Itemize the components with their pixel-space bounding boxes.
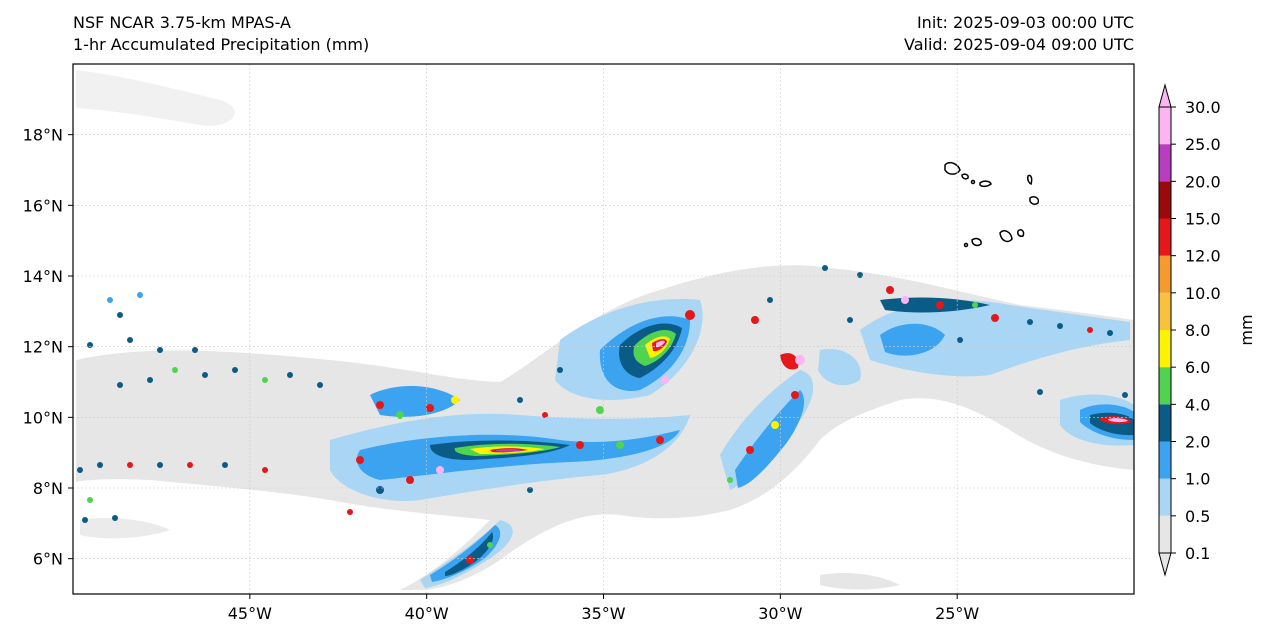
lon-tick-label: 45°W [228,604,272,623]
map-title: NSF NCAR 3.75-km MPAS-A 1-hr Accumulated… [73,12,369,56]
cape-verde-islands [944,162,1040,248]
lat-tick-label: 6°N [33,550,63,569]
lat-tick-label: 8°N [33,479,63,498]
precip-band-25 [496,340,1128,452]
lon-tick-label: 35°W [581,604,625,623]
lon-tick-label: 30°W [758,604,802,623]
field-title: 1-hr Accumulated Precipitation (mm) [73,35,370,54]
valid-time: Valid: 2025-09-04 09:00 UTC [903,35,1134,54]
colorbar-tick-label: 15.0 [1185,210,1221,229]
colorbar: 0.1 0.5 1.0 2.0 4.0 6.0 8.0 10.0 12.0 15.0 20.0 25.… [1158,83,1221,577]
colorbar-segment [1159,367,1171,405]
colorbar-extend-high [1158,83,1172,108]
lon-tick-label: 40°W [405,604,449,623]
colorbar-tick-label: 10.0 [1185,284,1221,303]
colorbar-segment [1159,441,1171,479]
colorbar-extend-low [1158,552,1172,577]
convective-cells [77,265,1128,564]
colorbar-segment [1159,330,1171,368]
lat-tick-label: 16°N [23,196,63,215]
colorbar-tick-label: 0.1 [1185,544,1210,563]
colorbar-tick-label: 30.0 [1185,98,1221,117]
colorbar-tick-label: 25.0 [1185,135,1221,154]
colorbar-segment [1159,515,1171,553]
colorbar-segment [1159,144,1171,182]
gridlines [73,64,1134,594]
colorbar-segment [1159,404,1171,442]
time-info: Init: 2025-09-03 00:00 UTC Valid: 2025-0… [720,12,1134,56]
colorbar-tick-label: 20.0 [1185,172,1221,191]
colorbar-tick-label: 8.0 [1185,321,1210,340]
colorbar-segment [1159,218,1171,256]
colorbar-tick-label: 0.5 [1185,507,1210,526]
colorbar-segment [1159,292,1171,330]
colorbar-segment [1159,107,1171,145]
latitude-axis: 6°N 8°N 10°N 12°N 14°N 16°N 18°N [23,126,73,569]
colorbar-tick-label: 2.0 [1185,433,1210,452]
init-time: Init: 2025-09-03 00:00 UTC [916,13,1134,32]
colorbar-tick-label: 6.0 [1185,358,1210,377]
colorbar-tick-label: 1.0 [1185,470,1210,489]
colorbar-segment [1159,478,1171,516]
colorbar-segment [1159,255,1171,293]
colorbar-segment [1159,181,1171,219]
longitude-axis: 45°W 40°W 35°W 30°W 25°W [228,594,979,623]
colorbar-tick-label: 4.0 [1185,395,1210,414]
lat-tick-label: 18°N [23,126,63,145]
colorbar-label: mm [1237,314,1256,345]
model-title: NSF NCAR 3.75-km MPAS-A [73,13,291,32]
lat-tick-label: 14°N [23,267,63,286]
lat-tick-label: 12°N [23,338,63,357]
lat-tick-label: 10°N [23,408,63,427]
colorbar-tick-label: 12.0 [1185,247,1221,266]
lon-tick-label: 25°W [935,604,979,623]
